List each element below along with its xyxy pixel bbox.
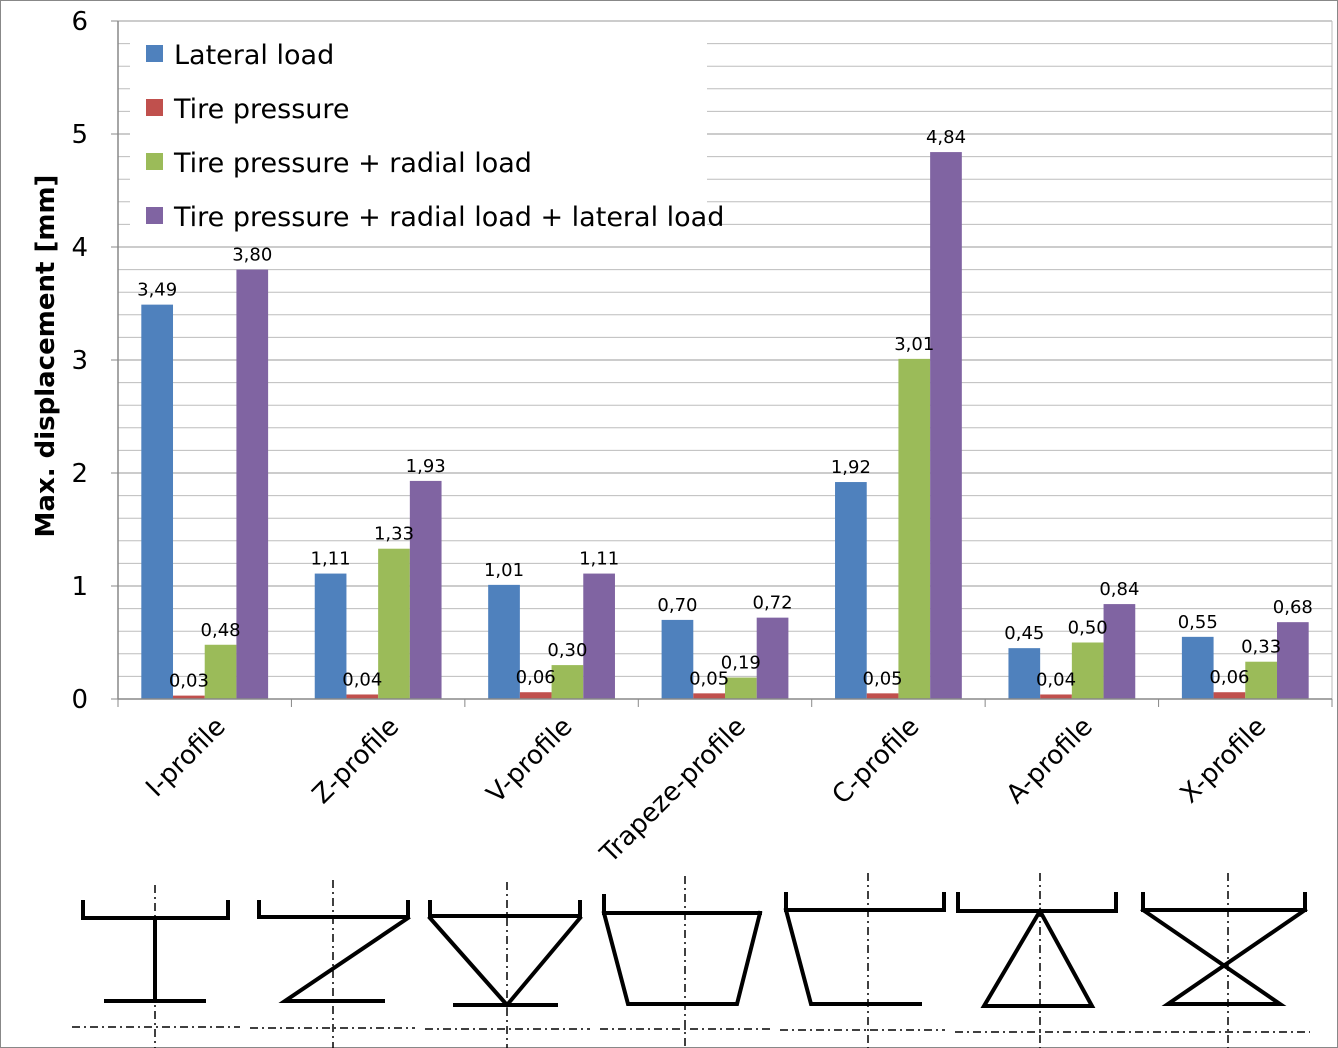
data-label: 0,04 [1036,669,1076,690]
bar [1245,661,1277,699]
data-label: 3,49 [137,280,177,301]
c-profile-drawing [783,892,946,1006]
bar [1071,642,1104,699]
data-label: 1,01 [484,560,524,581]
bars [141,152,1309,699]
bar [488,584,520,699]
bar [1008,648,1041,699]
bar [1103,604,1136,699]
bar [835,482,867,699]
data-labels: 3,49 1,11 1,01 0,70 1,92 0,45 0,55 0,03 0,04 0,06… [137,127,1313,692]
data-label: 1,92 [831,457,871,478]
data-label: 3,80 [232,245,272,266]
vertical-centerlines [154,873,1229,1048]
data-label: 0,03 [169,671,209,692]
bar [866,693,899,699]
legend-label: Lateral load [174,40,334,71]
data-label: 1,11 [311,549,351,570]
profile-drawings [72,873,1310,1048]
data-label: 1,93 [406,456,446,477]
bar [173,695,205,699]
bar [236,269,269,699]
trapeze-profile-drawing [601,894,763,1006]
data-label: 0,06 [516,667,556,688]
data-label: 0,30 [547,640,587,661]
data-label: 0,55 [1178,612,1218,633]
z-profile-drawing [257,900,411,1003]
legend-box [130,22,707,235]
data-label: 1,33 [374,524,414,545]
bar [583,573,615,699]
data-label: 0,05 [863,668,903,689]
y-tick-label: 3 [71,346,88,376]
data-label: 0,05 [689,668,729,689]
bar [1276,622,1309,699]
bar [1040,694,1072,699]
bar [551,665,584,699]
i-profile-drawing [81,900,230,1003]
bar [378,548,410,699]
y-tick-label: 0 [71,685,88,715]
legend: Lateral load Tire pressure Tire pressure +… [130,22,724,235]
bar [661,619,694,699]
bar [409,480,442,699]
bar [898,358,931,699]
v-profile-drawing [427,900,583,1009]
bar [1213,692,1246,699]
data-label: 0,33 [1241,637,1281,658]
a-profile-drawing [956,892,1118,1008]
bar [693,693,725,699]
bar [930,152,962,699]
y-tick-label: 5 [71,120,88,150]
bar [1181,636,1214,699]
y-tick-label: 4 [71,233,88,263]
data-label: 3,01 [894,334,934,355]
data-label: 0,04 [342,669,382,690]
bar [725,677,757,699]
bar [314,573,347,699]
y-axis-title: Max. displacement [mm] [31,175,61,538]
bar [519,692,552,699]
data-label: 0,72 [753,593,793,614]
legend-label: Tire pressure + radial load + lateral lo… [173,202,724,233]
bar [141,304,174,699]
bar [756,617,789,699]
bar [346,694,379,699]
data-label: 1,11 [579,549,619,570]
y-tick-label: 1 [71,572,88,602]
legend-label: Tire pressure [173,94,350,125]
data-label: 0,06 [1209,667,1249,688]
y-tick-label: 2 [71,459,88,489]
data-label: 0,19 [721,653,761,674]
legend-label: Tire pressure + radial load [173,148,532,179]
y-tick-label: 6 [71,7,88,37]
data-label: 0,70 [657,595,697,616]
bar [204,644,237,699]
data-label: 0,48 [201,620,241,641]
legend-swatch [146,153,163,170]
data-label: 0,50 [1068,618,1108,639]
data-label: 0,84 [1099,579,1139,600]
data-label: 0,45 [1004,623,1044,644]
data-label: 0,68 [1273,597,1313,618]
legend-swatch [146,207,163,224]
legend-swatch [146,99,163,116]
data-label: 4,84 [926,127,966,148]
x-profile-drawing [1140,892,1308,1006]
legend-swatch [146,45,163,62]
horizontal-centerline [72,1026,1310,1033]
